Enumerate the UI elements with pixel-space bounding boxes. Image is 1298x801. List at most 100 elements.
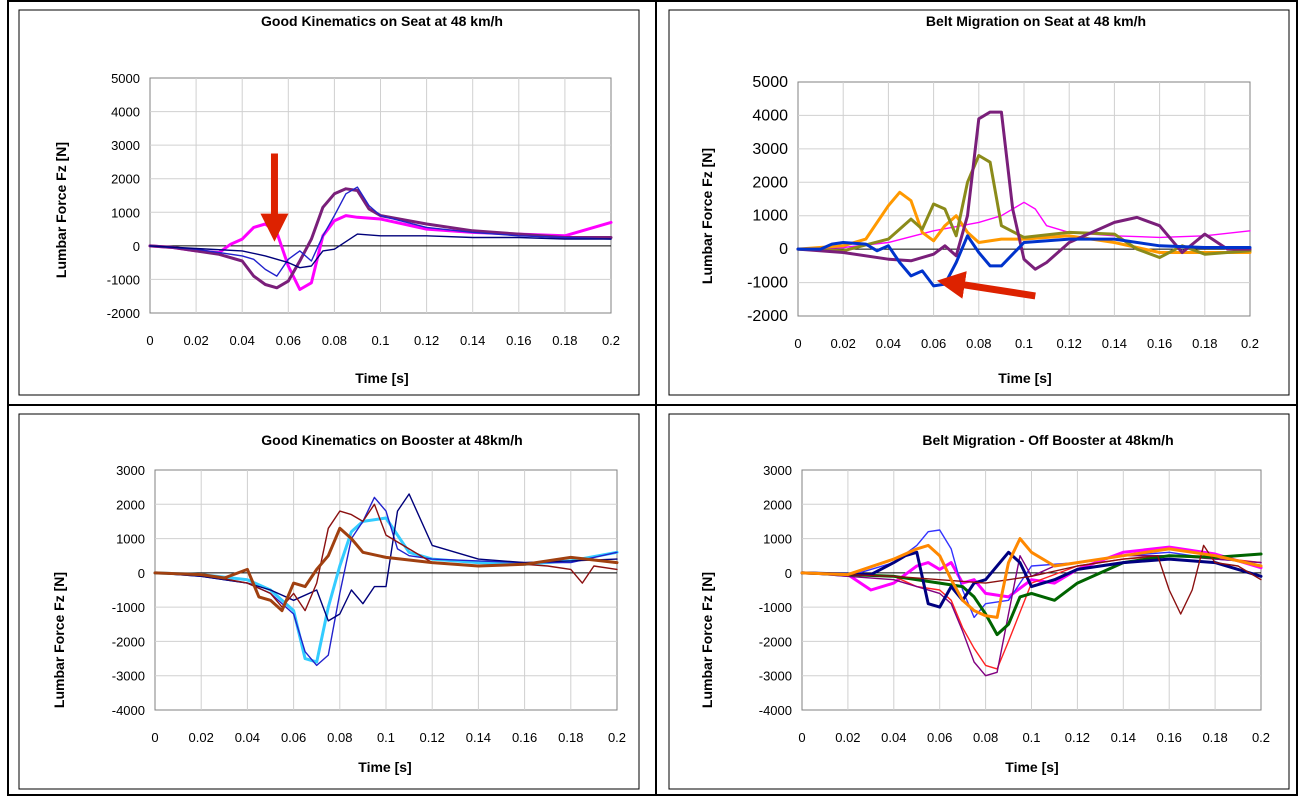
series-line-4 bbox=[154, 503, 618, 612]
y-tick-label: -3000 bbox=[759, 669, 792, 684]
x-tick-label: 0.14 bbox=[466, 730, 491, 745]
plot-area bbox=[148, 77, 613, 314]
y-tick-label: 1000 bbox=[752, 208, 788, 225]
y-tick-label: 3000 bbox=[752, 141, 788, 158]
y-tick-label: 1000 bbox=[111, 205, 140, 220]
x-tick-label: 0.02 bbox=[835, 730, 860, 745]
series-line-4 bbox=[801, 555, 1262, 677]
series-line-3 bbox=[154, 493, 618, 622]
x-tick-label: 0.08 bbox=[322, 333, 347, 348]
y-tick-labels: -2000 -1000 0 1000 2000 3000 4000 5000 bbox=[107, 71, 140, 321]
x-tick-label: 0.02 bbox=[183, 333, 208, 348]
y-tick-label: -1000 bbox=[747, 275, 788, 292]
chart-good-kinematics-seat: Good Kinematics on Seat at 48 km/h Lumba… bbox=[18, 9, 640, 396]
series-line-3 bbox=[796, 154, 1252, 259]
x-tick-label: 0.04 bbox=[230, 333, 255, 348]
y-tick-label: -1000 bbox=[107, 272, 140, 287]
x-axis-label: Time [s] bbox=[998, 370, 1051, 386]
y-tick-label: -1000 bbox=[759, 600, 792, 615]
series-line-5 bbox=[800, 552, 1263, 637]
x-tick-label: 0.18 bbox=[1192, 336, 1217, 351]
y-tick-label: -4000 bbox=[112, 703, 145, 718]
x-tick-label: 0.16 bbox=[512, 730, 537, 745]
y-tick-label: 5000 bbox=[111, 71, 140, 86]
x-tick-label: 0.2 bbox=[1252, 730, 1270, 745]
y-tick-labels: -4000 -3000 -2000 -1000 0 1000 2000 3000 bbox=[112, 463, 145, 718]
y-tick-label: 0 bbox=[779, 241, 788, 258]
x-tick-label: 0.14 bbox=[460, 333, 485, 348]
chart-title: Good Kinematics on Seat at 48 km/h bbox=[261, 13, 503, 29]
x-tick-labels: 0 0.02 0.04 0.06 0.08 0.1 0.12 0.14 0.16 0.18 0.2 bbox=[794, 336, 1259, 351]
series-line-1 bbox=[800, 545, 1263, 599]
annotation-arrow bbox=[936, 271, 1036, 300]
y-tick-label: -3000 bbox=[112, 669, 145, 684]
chart-good-kinematics-booster: Good Kinematics on Booster at 48km/h Lum… bbox=[18, 413, 640, 790]
x-tick-label: 0.08 bbox=[966, 336, 991, 351]
y-tick-label: 1000 bbox=[763, 532, 792, 547]
series-line-2 bbox=[154, 496, 618, 667]
chart-title: Belt Migration on Seat at 48 km/h bbox=[926, 13, 1146, 29]
x-tick-label: 0 bbox=[151, 730, 158, 745]
x-tick-label: 0.18 bbox=[552, 333, 577, 348]
x-tick-label: 0.04 bbox=[235, 730, 260, 745]
y-tick-labels: -4000 -3000 -2000 -1000 0 1000 2000 3000 bbox=[759, 463, 792, 718]
y-axis-label: Lumbar Force Fz [N] bbox=[53, 142, 69, 278]
series-line-4 bbox=[796, 110, 1252, 271]
x-tick-label: 0.18 bbox=[1202, 730, 1227, 745]
chart-belt-migration-off-booster: Belt Migration - Off Booster at 48km/h L… bbox=[668, 413, 1290, 790]
y-tick-label: 2000 bbox=[111, 172, 140, 187]
y-tick-labels: -2000 -1000 0 1000 2000 3000 4000 5000 bbox=[747, 74, 788, 325]
y-tick-label: -4000 bbox=[759, 703, 792, 718]
x-tick-label: 0.08 bbox=[973, 730, 998, 745]
x-tick-label: 0.2 bbox=[602, 333, 620, 348]
x-tick-label: 0.06 bbox=[927, 730, 952, 745]
figure-frame bbox=[7, 0, 1298, 796]
x-tick-labels: 0 0.02 0.04 0.06 0.08 0.1 0.12 0.14 0.16 0.18 0.2 bbox=[151, 730, 626, 745]
x-tick-label: 0.12 bbox=[414, 333, 439, 348]
x-tick-label: 0.02 bbox=[189, 730, 214, 745]
series-line-8 bbox=[800, 537, 1263, 619]
x-tick-label: 0.04 bbox=[876, 336, 901, 351]
plot-area bbox=[800, 469, 1263, 711]
x-tick-label: 0.14 bbox=[1102, 336, 1127, 351]
plot-area bbox=[796, 81, 1252, 317]
y-tick-label: -1000 bbox=[112, 600, 145, 615]
y-tick-label: -2000 bbox=[112, 634, 145, 649]
x-tick-label: 0.16 bbox=[1147, 336, 1172, 351]
series-line-1 bbox=[797, 201, 1251, 250]
x-tick-label: 0.1 bbox=[1022, 730, 1040, 745]
y-tick-label: 4000 bbox=[111, 105, 140, 120]
x-tick-label: 0.12 bbox=[1057, 336, 1082, 351]
y-axis-label: Lumbar Force Fz [N] bbox=[51, 572, 67, 708]
x-tick-label: 0.04 bbox=[881, 730, 906, 745]
series-line-1 bbox=[148, 214, 613, 291]
series-line-4 bbox=[149, 233, 612, 269]
x-tick-label: 0.2 bbox=[1241, 336, 1259, 351]
x-tick-label: 0 bbox=[798, 730, 805, 745]
y-tick-label: 0 bbox=[138, 566, 145, 581]
chart-title: Good Kinematics on Booster at 48km/h bbox=[261, 432, 522, 448]
x-tick-labels: 0 0.02 0.04 0.06 0.08 0.1 0.12 0.14 0.16 0.18 0.2 bbox=[146, 333, 620, 348]
y-tick-label: 4000 bbox=[752, 107, 788, 124]
series-line-3 bbox=[149, 186, 612, 277]
series-line-6 bbox=[800, 550, 1263, 609]
x-tick-label: 0.02 bbox=[831, 336, 856, 351]
y-tick-label: 1000 bbox=[116, 532, 145, 547]
x-tick-label: 0.08 bbox=[327, 730, 352, 745]
x-tick-label: 0.1 bbox=[1015, 336, 1033, 351]
x-tick-label: 0.06 bbox=[281, 730, 306, 745]
chart-belt-migration-seat: Belt Migration on Seat at 48 km/h Lumbar… bbox=[668, 9, 1290, 396]
x-tick-label: 0.12 bbox=[420, 730, 445, 745]
x-tick-label: 0.06 bbox=[921, 336, 946, 351]
y-tick-label: 3000 bbox=[111, 138, 140, 153]
y-axis-label: Lumbar Force Fz [N] bbox=[699, 148, 715, 284]
y-axis-label: Lumbar Force Fz [N] bbox=[699, 572, 715, 708]
y-tick-label: 2000 bbox=[116, 497, 145, 512]
x-tick-label: 0 bbox=[146, 333, 153, 348]
y-tick-label: 2000 bbox=[752, 174, 788, 191]
series-line-5 bbox=[153, 526, 619, 613]
series-line-7 bbox=[801, 544, 1262, 615]
x-tick-label: 0 bbox=[794, 336, 801, 351]
x-axis-label: Time [s] bbox=[358, 759, 411, 775]
